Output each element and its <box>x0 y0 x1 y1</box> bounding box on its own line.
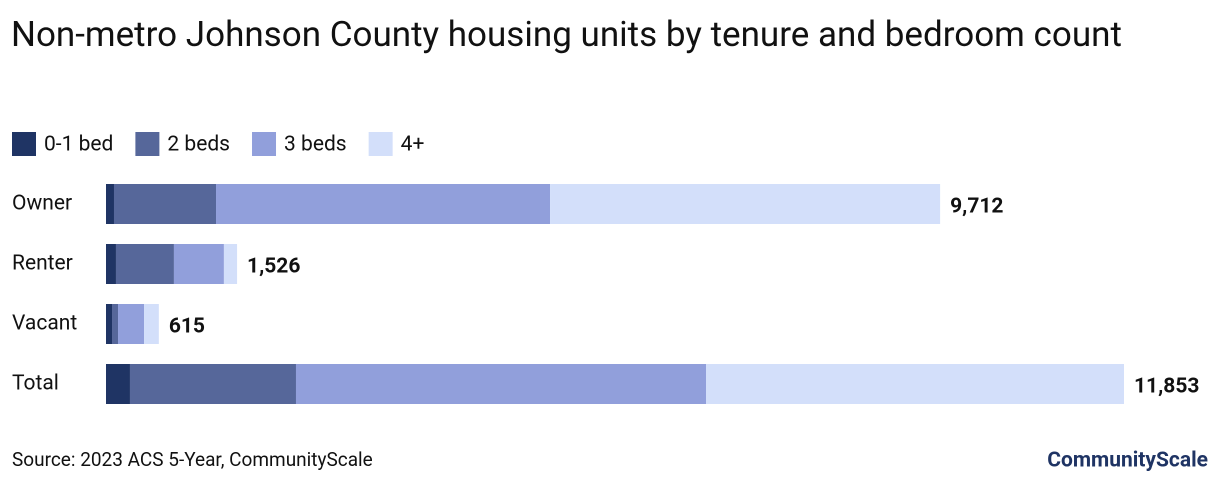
legend-label: 4+ <box>401 133 425 157</box>
legend-swatch <box>12 132 36 156</box>
bar-segment <box>115 244 174 284</box>
legend-label: 3 beds <box>284 133 347 157</box>
bar-segment <box>173 244 224 284</box>
bar-segment <box>118 304 145 344</box>
category-label: Owner <box>12 192 72 216</box>
bar-segment <box>112 304 119 344</box>
bar-segment <box>223 244 238 284</box>
bar-segment <box>106 304 113 344</box>
total-label: 615 <box>169 315 205 339</box>
source: Source: 2023 ACS 5-Year, CommunityScale <box>12 448 373 471</box>
category-label: Renter <box>12 252 73 276</box>
bar-segment <box>106 364 130 404</box>
bar-segment <box>144 304 159 344</box>
legend-swatch <box>252 132 277 156</box>
total-label: 11,853 <box>1134 375 1199 399</box>
category-label: Total <box>12 372 59 396</box>
bar-segment <box>106 184 114 224</box>
bar-segment <box>705 364 1124 404</box>
brand-logo: CommunityScale <box>1047 449 1208 473</box>
legend-label: 0-1 bed <box>44 133 113 157</box>
bar-segment <box>106 244 116 284</box>
legend-label: 2 beds <box>167 133 230 157</box>
bar-segment <box>550 184 941 224</box>
bar-segment <box>129 364 296 404</box>
total-label: 9,712 <box>950 195 1003 219</box>
category-label: Vacant <box>12 312 77 336</box>
legend-swatch <box>135 132 160 156</box>
chart-title: Non-metro Johnson County housing units b… <box>11 14 1122 55</box>
total-label: 1,526 <box>247 255 300 279</box>
legend-swatch <box>368 132 393 156</box>
bar-segment <box>216 184 551 224</box>
bar-segment <box>113 184 217 224</box>
bar-segment <box>295 364 706 404</box>
